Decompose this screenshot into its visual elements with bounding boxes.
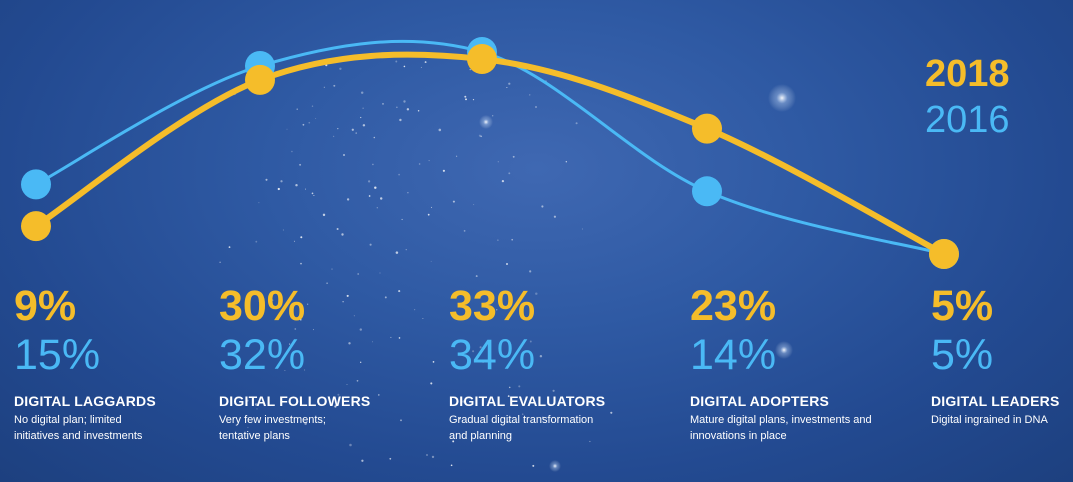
stage-evaluators: 33% 34% DIGITAL EVALUATORS Gradual digit… <box>449 285 664 445</box>
pct-2016-evaluators: 34% <box>449 331 536 379</box>
legend-2018: 2018 <box>925 53 1010 95</box>
point-2018-followers <box>245 64 275 95</box>
pct-2016-laggards: 15% <box>14 331 101 379</box>
legend-2016: 2016 <box>925 99 1010 141</box>
stage-desc-leaders: Digital ingrained in DNA <box>931 414 1048 426</box>
stage-desc-followers: Very few investments; tentative plans <box>219 414 326 442</box>
pct-2016-adopters: 14% <box>690 331 777 379</box>
point-2018-laggards <box>21 211 51 242</box>
stage-name-followers: DIGITAL FOLLOWERS <box>219 393 371 409</box>
point-2018-evaluators <box>467 44 497 74</box>
stage-adopters: 23% 14% DIGITAL ADOPTERS Mature digital … <box>690 285 905 445</box>
series-2016-line <box>34 39 946 256</box>
stage-name-leaders: DIGITAL LEADERS <box>931 393 1060 409</box>
pct-2016-followers: 32% <box>219 331 306 379</box>
point-2018-leaders <box>929 239 959 269</box>
point-2016-laggards <box>21 169 51 200</box>
stage-desc-adopters: Mature digital plans, investments and in… <box>690 414 872 442</box>
stage-name-adopters: DIGITAL ADOPTERS <box>690 393 830 409</box>
legend: 2018 2016 <box>925 55 1010 139</box>
pct-2018-leaders: 5% <box>931 282 994 330</box>
pct-2018-followers: 30% <box>219 282 306 330</box>
point-2016-adopters <box>692 176 722 207</box>
pct-2018-laggards: 9% <box>14 282 77 330</box>
stage-desc-evaluators: Gradual digital transformation and plann… <box>449 414 594 442</box>
stage-laggards: 9% 15% DIGITAL LAGGARDS No digital plan;… <box>14 285 229 445</box>
stage-desc-laggards: No digital plan; limited initiatives and… <box>14 414 143 442</box>
point-2018-adopters <box>692 113 722 144</box>
pct-2018-evaluators: 33% <box>449 282 536 330</box>
stage-followers: 30% 32% DIGITAL FOLLOWERS Very few inves… <box>219 285 434 445</box>
pct-2016-leaders: 5% <box>931 331 994 379</box>
pct-2018-adopters: 23% <box>690 282 777 330</box>
stage-name-laggards: DIGITAL LAGGARDS <box>14 393 156 409</box>
stage-leaders: 5% 5% DIGITAL LEADERS Digital ingrained … <box>931 285 1069 429</box>
stage-name-evaluators: DIGITAL EVALUATORS <box>449 393 606 409</box>
